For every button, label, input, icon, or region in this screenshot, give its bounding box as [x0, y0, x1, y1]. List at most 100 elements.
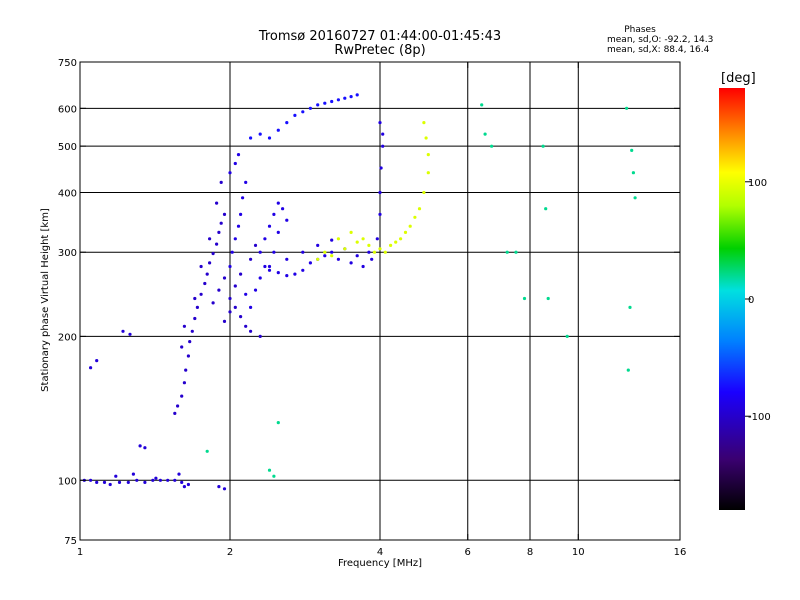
data-point: [367, 250, 371, 254]
data-point: [565, 334, 569, 338]
data-point: [378, 247, 382, 251]
data-point: [514, 250, 518, 254]
data-point: [285, 218, 289, 222]
data-point: [158, 478, 162, 482]
data-point: [143, 446, 147, 450]
data-point: [378, 212, 382, 216]
data-point: [166, 478, 170, 482]
y-tick-label: 500: [58, 142, 77, 153]
data-point: [182, 485, 186, 489]
data-point: [285, 274, 289, 278]
data-point: [301, 250, 305, 254]
x-tick-label: 10: [572, 547, 585, 558]
chart-subtitle: RwPretec (8p): [334, 43, 425, 58]
data-point: [323, 250, 327, 254]
data-point: [89, 478, 93, 482]
data-point: [233, 305, 237, 309]
data-point: [276, 201, 280, 205]
data-point: [236, 224, 241, 228]
data-point: [173, 411, 177, 415]
data-point: [180, 480, 184, 484]
data-point: [336, 237, 340, 241]
data-point: [630, 148, 634, 152]
data-point: [205, 272, 209, 276]
data-point: [126, 480, 130, 484]
data-point: [151, 478, 155, 482]
data-point: [505, 250, 509, 254]
data-point: [195, 305, 199, 309]
data-point: [370, 257, 374, 261]
data-point: [95, 359, 99, 363]
data-point: [349, 261, 353, 265]
data-point: [272, 212, 276, 216]
data-point: [267, 224, 272, 228]
data-point: [544, 207, 548, 211]
data-point: [95, 480, 99, 484]
data-point: [343, 96, 347, 100]
data-point: [208, 261, 212, 265]
data-point: [138, 444, 142, 448]
data-point: [490, 144, 494, 148]
data-point: [222, 319, 227, 323]
data-point: [361, 237, 365, 241]
data-point: [228, 296, 232, 301]
data-point: [249, 136, 253, 140]
data-point: [135, 478, 139, 482]
data-point: [316, 257, 320, 261]
colorbar-gradient: [719, 88, 745, 510]
colorbar-ticks: 100 0 -100: [745, 178, 771, 423]
colorbar-tick-label: -100: [748, 412, 771, 423]
data-point: [188, 340, 192, 344]
data-point: [190, 329, 194, 333]
data-point: [626, 368, 630, 372]
data-point: [217, 288, 221, 292]
data-point: [244, 180, 248, 184]
data-point: [285, 121, 289, 125]
data-point: [154, 476, 158, 480]
data-point: [244, 292, 248, 296]
data-point: [330, 250, 334, 254]
data-point: [258, 334, 262, 338]
data-point: [215, 201, 219, 205]
data-point: [276, 230, 280, 234]
data-point: [239, 315, 243, 319]
data-point: [114, 474, 118, 478]
data-point: [301, 110, 305, 114]
data-point: [180, 394, 184, 398]
x-axis-ticks: 1 2 4 6 8 10 16: [77, 62, 686, 558]
data-point: [193, 296, 197, 301]
data-point: [241, 196, 245, 200]
data-point: [267, 468, 272, 472]
data-point: [625, 106, 629, 110]
data-point: [219, 221, 223, 225]
data-point: [336, 257, 340, 261]
phase-stats-x-mode: mean, sd,X: 88.4, 16.4: [607, 45, 710, 55]
data-point: [394, 240, 398, 244]
data-point: [628, 305, 632, 309]
data-point: [399, 237, 403, 241]
data-point: [379, 166, 383, 170]
chart-title: Tromsø 20160727 01:44:00-01:45:43: [258, 29, 501, 44]
data-point: [631, 171, 636, 175]
data-point: [422, 121, 426, 125]
data-point: [233, 161, 237, 166]
data-point: [182, 324, 186, 328]
x-tick-label: 1: [77, 547, 83, 558]
data-point: [173, 478, 177, 482]
data-point: [422, 190, 426, 195]
data-point: [208, 237, 212, 241]
colorbar-tick-label: 0: [748, 295, 754, 306]
data-point: [336, 98, 340, 102]
y-tick-label: 300: [58, 248, 77, 259]
data-point: [228, 310, 232, 314]
data-point: [193, 316, 197, 321]
data-point: [343, 247, 347, 251]
data-point: [267, 136, 272, 140]
data-point: [239, 272, 243, 276]
data-point: [541, 144, 545, 148]
data-point: [199, 264, 203, 269]
data-point: [272, 250, 276, 254]
y-tick-label: 200: [58, 332, 77, 343]
data-point: [258, 250, 262, 254]
data-point: [355, 93, 359, 97]
